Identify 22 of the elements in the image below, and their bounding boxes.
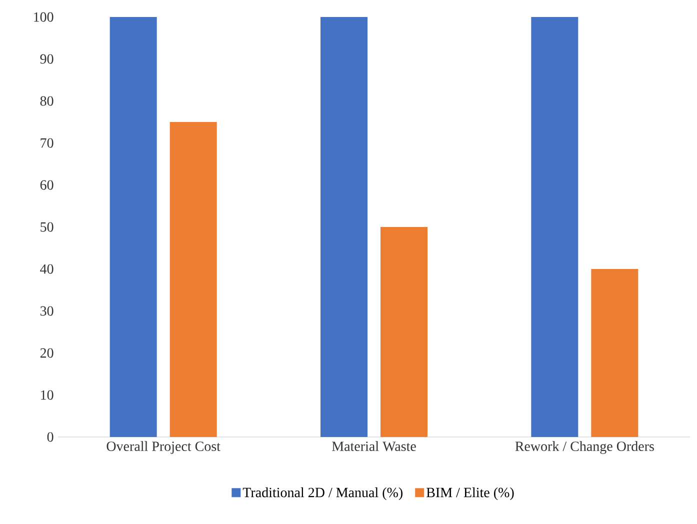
y-tick-label: 40 <box>40 264 54 274</box>
bar <box>591 268 638 437</box>
bar <box>531 16 578 437</box>
legend-label: BIM / Elite (%) <box>426 487 514 500</box>
x-tick-label: Rework / Change Orders <box>515 441 654 454</box>
bar <box>170 122 217 437</box>
y-tick-label: 20 <box>40 348 54 358</box>
y-tick-label: 100 <box>34 12 54 22</box>
y-tick-label: 70 <box>40 138 54 148</box>
y-tick-label: 0 <box>47 432 54 442</box>
bar <box>380 226 428 437</box>
y-tick-label: 10 <box>41 390 54 400</box>
bar <box>320 16 368 437</box>
bar <box>110 16 157 437</box>
x-tick-label: Overall Project Cost <box>106 441 220 454</box>
y-tick-label: 50 <box>40 222 54 232</box>
y-tick-label: 30 <box>40 306 54 316</box>
legend-label: Traditional 2D / Manual (%) <box>242 487 402 500</box>
y-tick-label: 80 <box>40 96 54 106</box>
y-tick-label: 90 <box>40 54 54 64</box>
x-tick-label: Material Waste <box>332 441 416 452</box>
y-tick-label: 60 <box>40 180 54 190</box>
